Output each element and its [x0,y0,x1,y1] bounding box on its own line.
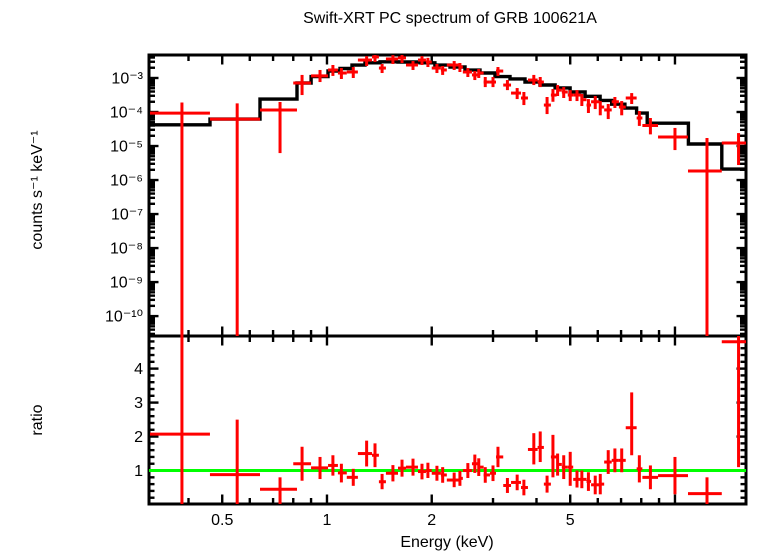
svg-text:10⁻⁸: 10⁻⁸ [110,241,143,258]
axis-ticks [150,56,745,503]
svg-text:2: 2 [427,512,436,529]
ratio-y-axis-label: ratio [29,404,46,435]
ratio-data-points [149,336,746,504]
tick-labels: 10⁻³ 10⁻⁴ 10⁻⁵ 10⁻⁶ 10⁻⁷ 10⁻⁸ 10⁻⁹ 10⁻¹⁰ 1 2 3 4 0.5… [105,70,575,529]
svg-text:0.5: 0.5 [211,512,233,529]
spectrum-y-axis-label: counts s⁻¹ keV⁻¹ [29,130,46,249]
svg-text:3: 3 [134,395,143,412]
svg-text:5: 5 [566,512,575,529]
svg-text:2: 2 [134,429,143,446]
svg-text:10⁻⁹: 10⁻⁹ [110,275,143,292]
svg-text:10⁻⁷: 10⁻⁷ [111,207,143,224]
svg-text:10⁻⁴: 10⁻⁴ [110,105,143,122]
svg-text:10⁻³: 10⁻³ [111,70,143,87]
svg-text:10⁻¹⁰: 10⁻¹⁰ [105,309,143,326]
model-line [149,60,746,171]
panel-frames [147,53,748,506]
svg-text:10⁻⁶: 10⁻⁶ [110,173,143,190]
svg-text:1: 1 [323,512,332,529]
spectrum-data-points [149,55,746,336]
chart-title: Swift-XRT PC spectrum of GRB 100621A [303,10,597,27]
svg-text:10⁻⁵: 10⁻⁵ [110,139,143,156]
svg-text:4: 4 [134,361,143,378]
x-axis-label: Energy (keV) [400,534,493,551]
svg-text:1: 1 [134,463,143,480]
